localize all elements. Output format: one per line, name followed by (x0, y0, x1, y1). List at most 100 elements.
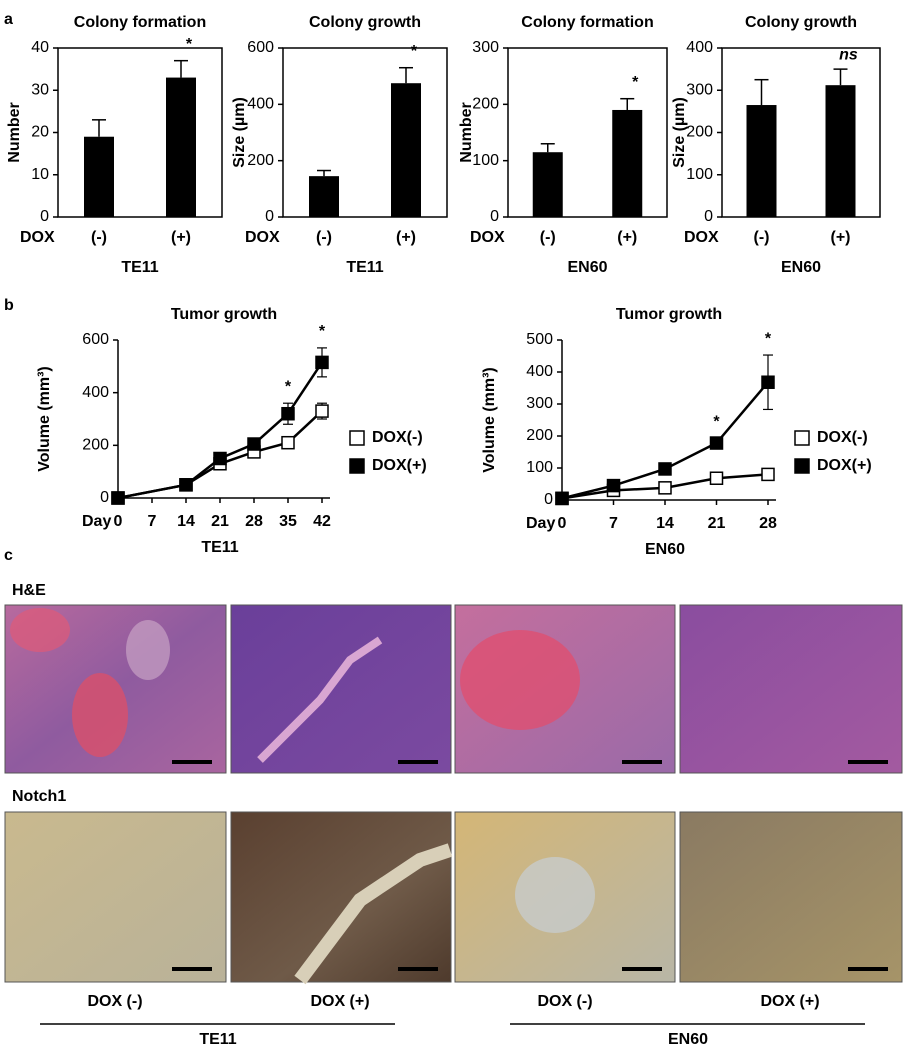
marker (315, 404, 329, 418)
chart-title: Colony growth (309, 14, 421, 31)
x-tick-label: (-) (91, 229, 107, 246)
plot-frame (507, 47, 668, 218)
annotation: * (186, 36, 193, 53)
y-tick-label: 200 (686, 124, 713, 141)
scale-bars (172, 760, 888, 971)
x-tick-label: (+) (396, 229, 416, 246)
panel-label: a (4, 11, 13, 28)
row-label: H&E (12, 582, 46, 599)
legend-label: DOX(-) (817, 429, 868, 446)
plot-frame (57, 47, 223, 218)
x-tick-label: (+) (831, 229, 851, 246)
y-tick-label: 40 (31, 39, 49, 56)
legend-marker (349, 430, 365, 446)
chart-title: Tumor growth (171, 306, 277, 323)
y-tick-label: 100 (472, 152, 499, 169)
image (679, 604, 903, 774)
marker (555, 491, 569, 506)
y-tick-label: 0 (490, 208, 499, 225)
bar (746, 105, 777, 217)
column-label: DOX (-) (87, 993, 142, 1010)
y-tick-label: 200 (82, 437, 109, 454)
image (4, 811, 227, 983)
marker (658, 462, 672, 476)
x-tick-label: (-) (754, 229, 770, 246)
y-tick-label: 10 (31, 166, 49, 183)
y-tick-label: 0 (40, 208, 49, 225)
legend-marker (349, 458, 365, 474)
x-tick-label: 7 (609, 515, 618, 532)
column-label: DOX (-) (537, 993, 592, 1010)
y-tick-label: 0 (265, 208, 274, 225)
marker (709, 436, 724, 450)
marker (606, 478, 621, 493)
y-tick-label: 400 (526, 363, 553, 380)
x-prefix: DOX (20, 229, 55, 246)
x-tick-label: 35 (279, 513, 297, 530)
y-tick-label: 400 (686, 39, 713, 56)
y-tick-label: 600 (82, 331, 109, 348)
legend-label: DOX(+) (372, 457, 427, 474)
y-tick-label: 300 (472, 39, 499, 56)
bar (532, 152, 563, 217)
y-tick-label: 0 (100, 489, 109, 506)
y-tick-label: 30 (31, 81, 49, 98)
x-prefix: Day (526, 515, 555, 532)
marker (179, 478, 193, 492)
legend-label: DOX(-) (372, 429, 423, 446)
y-tick-label: 600 (247, 39, 274, 56)
image (230, 811, 452, 983)
x-tick-label: (+) (171, 229, 191, 246)
x-axis-label: EN60 (567, 259, 607, 276)
x-tick-label: 21 (211, 513, 229, 530)
group-label: TE11 (199, 1031, 236, 1048)
y-tick-label: 400 (82, 384, 109, 401)
x-tick-label: 28 (759, 515, 777, 532)
marker (281, 435, 295, 450)
x-prefix: DOX (470, 229, 505, 246)
y-tick-label: 20 (31, 124, 49, 141)
annotation: * (765, 330, 772, 347)
marker (247, 437, 261, 451)
y-axis-label: Size (µm) (671, 97, 688, 168)
chart-title: Tumor growth (616, 306, 722, 323)
row-label: Notch1 (12, 788, 66, 805)
image-detail (10, 608, 70, 652)
image-detail (460, 630, 580, 730)
y-axis-label: Volume (mm³) (481, 367, 498, 472)
x-prefix: DOX (245, 229, 280, 246)
bar (166, 77, 196, 217)
annotation: * (319, 323, 326, 340)
image-detail (257, 636, 383, 763)
annotation: * (285, 378, 292, 395)
y-tick-label: 200 (472, 96, 499, 113)
annotation: * (632, 74, 639, 91)
y-tick-label: 0 (704, 208, 713, 225)
x-tick-label: (-) (540, 229, 556, 246)
x-tick-label: 14 (177, 513, 195, 530)
marker (658, 481, 672, 495)
chart-title: Colony growth (745, 14, 857, 31)
line (117, 361, 324, 500)
legend-marker (794, 430, 810, 446)
x-tick-label: (+) (617, 229, 637, 246)
y-tick-label: 500 (526, 331, 553, 348)
image (230, 604, 452, 774)
bar (825, 85, 856, 218)
bar (612, 109, 643, 217)
x-tick-label: 21 (708, 515, 726, 532)
x-tick-label: 42 (313, 513, 331, 530)
y-tick-label: 300 (526, 395, 553, 412)
marker (111, 491, 125, 505)
x-tick-label: 7 (148, 513, 157, 530)
marker (709, 471, 724, 485)
bar (391, 83, 421, 217)
x-prefix: Day (82, 513, 111, 530)
x-tick-label: 0 (114, 513, 123, 530)
y-axis-label: Size (µm) (231, 97, 248, 168)
annotation: ns (839, 46, 858, 63)
plot-frame (282, 47, 448, 218)
annotation: * (411, 43, 418, 60)
y-tick-label: 300 (686, 81, 713, 98)
